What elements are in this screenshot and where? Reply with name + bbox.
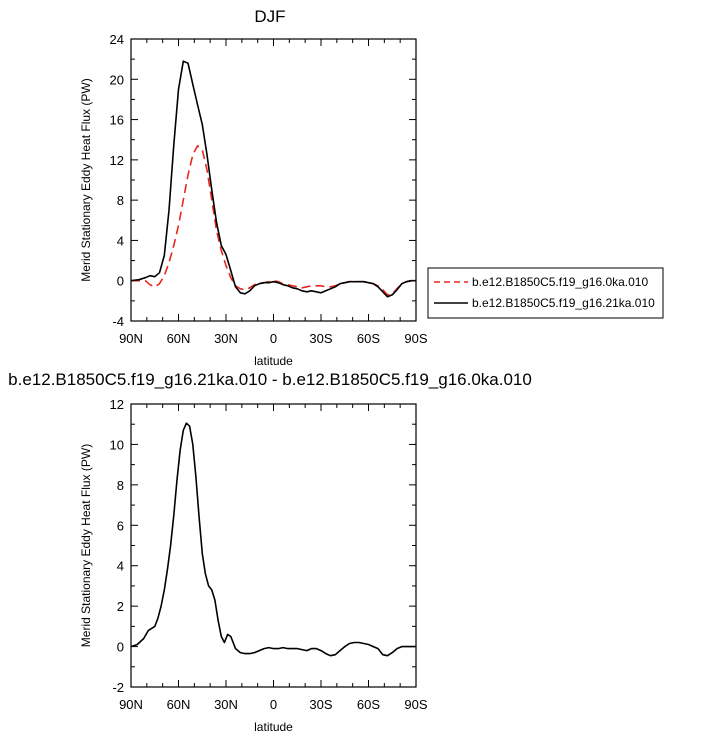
x-tick-label: 60S <box>357 697 380 712</box>
y-tick-label: -2 <box>112 680 124 695</box>
x-tick-label: 30N <box>214 697 238 712</box>
legend-label: b.e12.B1850C5.f19_g16.21ka.010 <box>472 296 655 310</box>
y-tick-label: 0 <box>117 640 124 655</box>
y-axis-label: Merid Stationary Eddy Heat Flux (PW) <box>79 444 93 647</box>
y-tick-label: 4 <box>117 559 124 574</box>
x-tick-label: 30N <box>214 331 238 346</box>
chart-title: DJF <box>254 7 285 26</box>
y-tick-label: 4 <box>117 233 124 248</box>
y-tick-label: 8 <box>117 193 124 208</box>
series-line-1 <box>130 422 416 657</box>
series-line-2 <box>130 60 416 298</box>
x-tick-label: 60N <box>167 697 191 712</box>
chart-title: b.e12.B1850C5.f19_g16.21ka.010 - b.e12.B… <box>8 370 532 389</box>
legend-label: b.e12.B1850C5.f19_g16.0ka.010 <box>472 275 648 289</box>
legend-box <box>427 267 664 319</box>
x-tick-label: 30S <box>309 697 332 712</box>
x-tick-label: 90N <box>119 697 143 712</box>
y-tick-label: 24 <box>110 32 124 47</box>
x-axis-label: latitude <box>254 354 293 368</box>
y-tick-label: 12 <box>110 397 124 412</box>
y-tick-label: 2 <box>117 599 124 614</box>
x-tick-label: 0 <box>270 697 277 712</box>
y-tick-label: 10 <box>110 437 124 452</box>
plot-frame <box>130 403 417 688</box>
x-tick-label: 0 <box>270 331 277 346</box>
x-tick-label: 90S <box>404 331 427 346</box>
plot-frame <box>130 38 417 322</box>
y-tick-label: 8 <box>117 478 124 493</box>
x-tick-label: 60S <box>357 331 380 346</box>
x-tick-label: 90S <box>404 697 427 712</box>
x-axis-label: latitude <box>254 720 293 734</box>
x-tick-label: 90N <box>119 331 143 346</box>
y-tick-label: 12 <box>110 153 124 168</box>
y-tick-label: 0 <box>117 274 124 289</box>
y-axis-label: Merid Stationary Eddy Heat Flux (PW) <box>79 78 93 281</box>
x-tick-label: 60N <box>167 331 191 346</box>
y-tick-label: 6 <box>117 518 124 533</box>
x-tick-label: 30S <box>309 331 332 346</box>
y-tick-label: 16 <box>110 113 124 128</box>
series-line-1 <box>131 145 416 296</box>
y-tick-label: 20 <box>110 72 124 87</box>
y-tick-label: -4 <box>112 314 124 329</box>
